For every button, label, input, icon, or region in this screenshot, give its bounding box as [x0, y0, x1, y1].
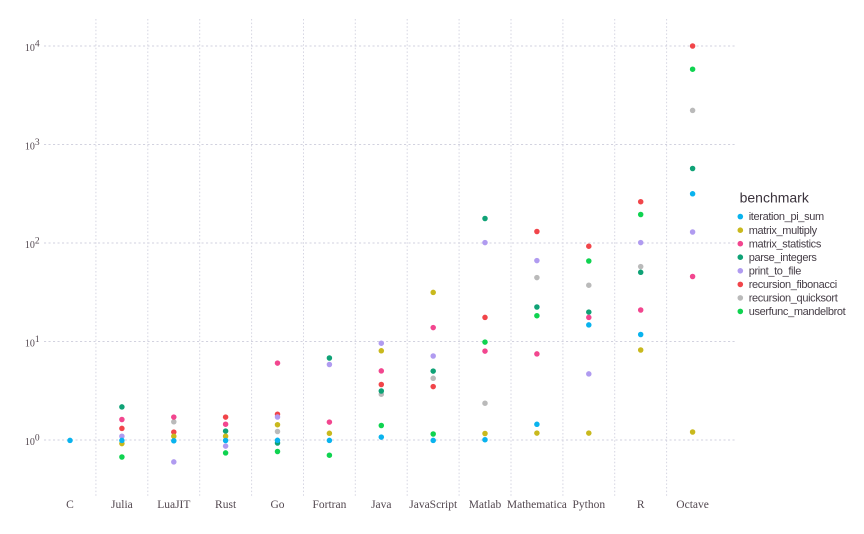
- svg-text:Go: Go: [270, 499, 284, 511]
- svg-text:10: 10: [25, 141, 35, 152]
- svg-text:4: 4: [35, 40, 40, 50]
- svg-text:print_to_file: print_to_file: [749, 265, 802, 277]
- svg-text:iteration_pi_sum: iteration_pi_sum: [749, 211, 824, 223]
- svg-text:Mathematica: Mathematica: [507, 499, 567, 511]
- svg-text:1: 1: [35, 335, 40, 345]
- svg-text:Rust: Rust: [215, 499, 237, 511]
- svg-text:Java: Java: [371, 499, 391, 511]
- svg-text:R: R: [637, 499, 645, 511]
- svg-text:Julia: Julia: [111, 499, 133, 511]
- svg-text:Python: Python: [573, 499, 606, 511]
- svg-text:2: 2: [35, 237, 40, 247]
- svg-text:Octave: Octave: [676, 499, 709, 511]
- svg-text:parse_integers: parse_integers: [749, 252, 818, 264]
- svg-text:JavaScript: JavaScript: [409, 499, 458, 511]
- svg-text:benchmark: benchmark: [740, 189, 810, 205]
- svg-text:userfunc_mandelbrot: userfunc_mandelbrot: [749, 306, 846, 318]
- svg-text:10: 10: [25, 437, 35, 448]
- svg-text:Matlab: Matlab: [469, 499, 502, 511]
- svg-text:10: 10: [25, 43, 35, 54]
- svg-text:recursion_quicksort: recursion_quicksort: [749, 293, 838, 305]
- svg-text:matrix_statistics: matrix_statistics: [749, 238, 822, 250]
- svg-text:recursion_fibonacci: recursion_fibonacci: [749, 279, 837, 291]
- svg-text:C: C: [66, 499, 74, 511]
- svg-text:Fortran: Fortran: [312, 499, 346, 511]
- svg-text:0: 0: [35, 434, 40, 444]
- svg-text:matrix_multiply: matrix_multiply: [749, 225, 818, 237]
- svg-text:10: 10: [25, 338, 35, 349]
- svg-text:3: 3: [35, 138, 40, 148]
- svg-text:LuaJIT: LuaJIT: [157, 499, 190, 511]
- svg-text:10: 10: [25, 240, 35, 251]
